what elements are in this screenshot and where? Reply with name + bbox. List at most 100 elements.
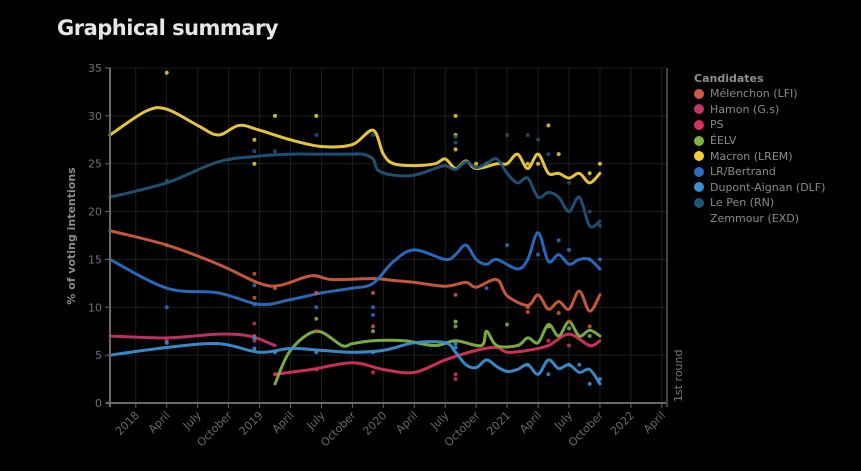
series-line--elv bbox=[273, 320, 602, 386]
data-point-le-pen-rn bbox=[453, 140, 458, 145]
data-point-dupont-aignan-dlf bbox=[252, 346, 257, 351]
data-point-le-pen-rn bbox=[525, 133, 530, 137]
data-point-macron-lrem bbox=[164, 70, 169, 75]
data-point-hamon-g-s bbox=[252, 338, 257, 343]
data-point--elv bbox=[371, 329, 376, 334]
legend-item[interactable]: PS bbox=[694, 117, 825, 133]
x-tick-label: April bbox=[146, 409, 173, 436]
data-point-dupont-aignan-dlf bbox=[597, 377, 602, 382]
data-point-le-pen-rn bbox=[505, 133, 510, 137]
series-line-ps bbox=[273, 332, 602, 376]
points-layer bbox=[164, 70, 602, 386]
x-tick-label: April bbox=[270, 409, 297, 436]
data-point-lr-bertrand bbox=[371, 305, 376, 310]
data-point-lr-bertrand bbox=[587, 257, 592, 262]
data-point-le-pen-rn bbox=[597, 223, 602, 228]
data-point-m-lenchon-lfi bbox=[252, 271, 257, 276]
data-point-macron-lrem bbox=[474, 161, 479, 166]
legend-swatch-icon bbox=[694, 151, 704, 162]
y-tick-label: 15 bbox=[88, 253, 102, 266]
legend-item[interactable]: Dupont-Aignan (DLF) bbox=[694, 180, 825, 196]
data-point-ps bbox=[546, 338, 551, 343]
data-point-m-lenchon-lfi bbox=[164, 243, 169, 248]
data-point-macron-lrem bbox=[525, 161, 530, 166]
x-tick-label: 2022 bbox=[608, 409, 637, 438]
x-tick-label: October bbox=[318, 409, 359, 450]
data-point-le-pen-rn bbox=[371, 133, 376, 137]
data-point-m-lenchon-lfi bbox=[587, 324, 592, 329]
data-point-dupont-aignan-dlf bbox=[546, 372, 551, 377]
data-point-dupont-aignan-dlf bbox=[587, 381, 592, 386]
data-point-lr-bertrand bbox=[484, 286, 489, 291]
legend-swatch-icon bbox=[694, 182, 704, 193]
x-tick-label: July bbox=[551, 409, 575, 433]
data-point-dupont-aignan-dlf bbox=[577, 362, 582, 367]
data-point-le-pen-rn bbox=[536, 137, 541, 142]
data-point-le-pen-rn bbox=[484, 161, 489, 166]
y-tick-label: 25 bbox=[88, 158, 102, 171]
y-tick-label: 5 bbox=[95, 349, 102, 362]
grid bbox=[110, 67, 667, 403]
x-tick-label: October bbox=[194, 409, 235, 450]
legend-item[interactable]: LR/Bertrand bbox=[694, 164, 825, 180]
data-point-dupont-aignan-dlf bbox=[252, 335, 257, 340]
data-point-macron-lrem bbox=[252, 137, 257, 142]
data-point-lr-bertrand bbox=[164, 305, 169, 310]
series-line-le-pen-rn bbox=[108, 152, 602, 229]
y-tick-label: 10 bbox=[88, 301, 102, 314]
legend-title: Candidates bbox=[694, 72, 764, 85]
x-tick-label: October bbox=[442, 409, 483, 450]
data-point-macron-lrem bbox=[587, 171, 592, 176]
legend-item[interactable]: ÉELV bbox=[694, 133, 825, 149]
data-point-le-pen-rn bbox=[252, 149, 257, 154]
data-point-macron-lrem bbox=[453, 147, 458, 152]
data-point-dupont-aignan-dlf bbox=[567, 362, 572, 367]
data-point-m-lenchon-lfi bbox=[252, 295, 257, 300]
legend-label: Hamon (G.s) bbox=[710, 102, 780, 116]
data-point--elv bbox=[453, 324, 458, 329]
legend-item[interactable]: Hamon (G.s) bbox=[694, 102, 825, 118]
data-point-macron-lrem bbox=[273, 113, 278, 118]
data-point--elv bbox=[505, 322, 510, 327]
data-point-macron-lrem bbox=[536, 161, 541, 166]
data-point--elv bbox=[314, 316, 319, 321]
data-point-m-lenchon-lfi bbox=[525, 310, 530, 315]
data-point-le-pen-rn bbox=[453, 134, 458, 139]
legend-swatch-icon bbox=[694, 166, 704, 177]
legend-label: Mélenchon (LFI) bbox=[710, 87, 798, 101]
legend-item[interactable]: Mélenchon (LFI) bbox=[694, 86, 825, 102]
x-tick-label: July bbox=[427, 409, 451, 433]
series-line-m-lenchon-lfi bbox=[108, 229, 602, 313]
data-point-macron-lrem bbox=[252, 161, 257, 166]
data-point-le-pen-rn bbox=[164, 178, 169, 183]
data-point-le-pen-rn bbox=[314, 133, 319, 137]
data-point-m-lenchon-lfi bbox=[556, 311, 561, 316]
x-tick-label: 2019 bbox=[237, 409, 266, 438]
data-point-ps bbox=[453, 372, 458, 377]
annotation-1st-round: 1st round bbox=[672, 350, 685, 402]
legend-swatch-icon bbox=[694, 197, 704, 208]
data-point-m-lenchon-lfi bbox=[453, 292, 458, 297]
x-tick-label: July bbox=[304, 409, 328, 433]
data-point-macron-lrem bbox=[556, 152, 561, 157]
legend-item[interactable]: Zemmour (EXD) bbox=[694, 211, 825, 227]
data-point-lr-bertrand bbox=[567, 247, 572, 252]
data-point-lr-bertrand bbox=[536, 252, 541, 257]
legend-item[interactable]: Le Pen (RN) bbox=[694, 195, 825, 211]
data-point-hamon-g-s bbox=[252, 321, 257, 326]
data-point-lr-bertrand bbox=[556, 238, 561, 243]
data-point-ps bbox=[453, 377, 458, 382]
series-line-lr-bertrand bbox=[108, 231, 602, 307]
data-point-lr-bertrand bbox=[505, 243, 510, 248]
legend-label: Dupont-Aignan (DLF) bbox=[710, 180, 826, 194]
page-title: Graphical summary bbox=[57, 16, 279, 40]
y-axis-label: % of voting intentions bbox=[65, 167, 78, 305]
legend-item[interactable]: Macron (LREM) bbox=[694, 148, 825, 164]
data-point-m-lenchon-lfi bbox=[567, 319, 572, 324]
data-point-m-lenchon-lfi bbox=[525, 305, 530, 310]
series-line-macron-lrem bbox=[108, 106, 602, 185]
legend-label: LR/Bertrand bbox=[710, 165, 776, 179]
legend-label: ÉELV bbox=[710, 134, 737, 148]
data-point-dupont-aignan-dlf bbox=[453, 341, 458, 346]
